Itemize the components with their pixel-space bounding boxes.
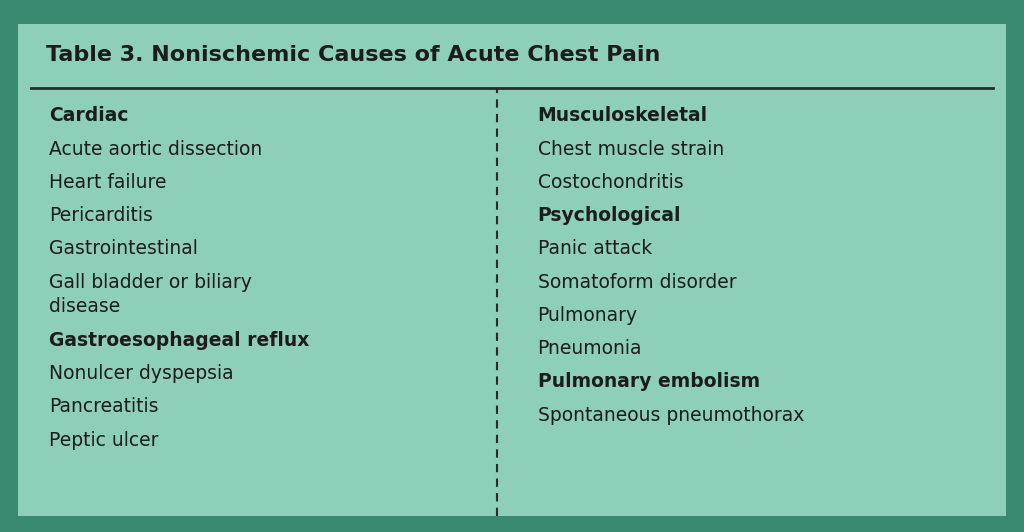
Text: Gastroesophageal reflux: Gastroesophageal reflux: [49, 331, 309, 350]
Text: Spontaneous pneumothorax: Spontaneous pneumothorax: [538, 405, 804, 425]
FancyBboxPatch shape: [1006, 0, 1024, 532]
Text: Chest muscle strain: Chest muscle strain: [538, 139, 724, 159]
Text: Heart failure: Heart failure: [49, 173, 167, 192]
Text: Gastrointestinal: Gastrointestinal: [49, 239, 198, 259]
Text: Gall bladder or biliary
disease: Gall bladder or biliary disease: [49, 272, 252, 316]
Text: Pulmonary embolism: Pulmonary embolism: [538, 372, 760, 392]
Text: Costochondritis: Costochondritis: [538, 173, 683, 192]
Text: Pancreatitis: Pancreatitis: [49, 397, 159, 417]
FancyBboxPatch shape: [0, 516, 1024, 532]
Text: Nonulcer dyspepsia: Nonulcer dyspepsia: [49, 364, 233, 383]
Text: Somatoform disorder: Somatoform disorder: [538, 272, 736, 292]
Text: Cardiac: Cardiac: [49, 106, 129, 126]
FancyBboxPatch shape: [0, 0, 18, 532]
Text: Panic attack: Panic attack: [538, 239, 652, 259]
Text: Psychological: Psychological: [538, 206, 681, 225]
Text: Pulmonary: Pulmonary: [538, 306, 638, 325]
Text: Table 3. Nonischemic Causes of Acute Chest Pain: Table 3. Nonischemic Causes of Acute Che…: [46, 45, 660, 65]
Text: Musculoskeletal: Musculoskeletal: [538, 106, 708, 126]
FancyBboxPatch shape: [0, 0, 1024, 24]
Text: Pneumonia: Pneumonia: [538, 339, 642, 358]
Text: Acute aortic dissection: Acute aortic dissection: [49, 139, 262, 159]
Text: Peptic ulcer: Peptic ulcer: [49, 430, 159, 450]
Text: Pericarditis: Pericarditis: [49, 206, 153, 225]
